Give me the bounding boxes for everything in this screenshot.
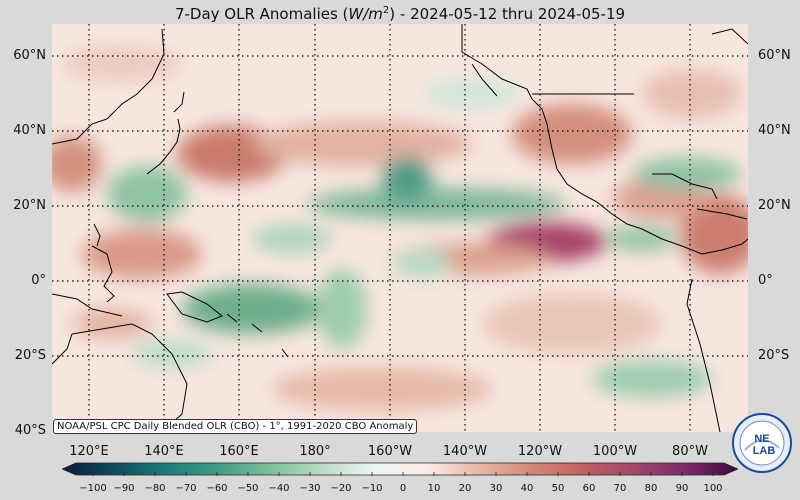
colorbar-tick-label: 40 bbox=[520, 483, 534, 494]
colorbar bbox=[62, 462, 738, 476]
title-unit-exponent: 2 bbox=[382, 5, 390, 16]
colorbar-tick-label: 90 bbox=[675, 483, 689, 494]
colorbar-tick-label: −10 bbox=[361, 483, 383, 494]
lon-label-140e: 140°E bbox=[144, 444, 184, 459]
colorbar-tick-label: 10 bbox=[427, 483, 441, 494]
olr-anomaly-map bbox=[52, 24, 748, 432]
chart-title: 7-Day OLR Anomalies (W/m2) - 2024-05-12 … bbox=[0, 0, 800, 23]
lon-label-140w: 140°W bbox=[442, 444, 488, 459]
lat-label-right-0: 0° bbox=[758, 273, 773, 288]
data-source-credit: NOAA/PSL CPC Daily Blended OLR (CBO) - 1… bbox=[53, 419, 418, 434]
colorbar-tick-label: 80 bbox=[644, 483, 658, 494]
colorbar-tick-label: 0 bbox=[399, 483, 407, 494]
colorbar-tick-label: 70 bbox=[613, 483, 627, 494]
title-prefix: 7-Day OLR Anomalies ( bbox=[174, 5, 349, 23]
colorbar-tick-label: −50 bbox=[237, 483, 259, 494]
lon-label-180: 180° bbox=[299, 444, 331, 459]
lat-label-left-40n: 40°N bbox=[13, 123, 46, 138]
lat-label-right-20s: 20°S bbox=[758, 348, 790, 363]
logo-text-bottom: LAB bbox=[753, 445, 776, 457]
colorbar-tick-label: −20 bbox=[330, 483, 352, 494]
lat-label-left-20n: 20°N bbox=[13, 198, 46, 213]
lat-label-left-60n: 60°N bbox=[13, 48, 46, 63]
lat-label-left-40s: 40°S bbox=[14, 423, 46, 438]
nexlab-logo: NE LAB bbox=[732, 413, 792, 473]
lon-label-160w: 160°W bbox=[367, 444, 413, 459]
anomaly-field bbox=[52, 46, 748, 411]
colorbar-tick-label: 30 bbox=[489, 483, 503, 494]
lon-label-120w: 120°W bbox=[517, 444, 563, 459]
lon-label-100w: 100°W bbox=[592, 444, 638, 459]
colorbar-tick-label: −60 bbox=[206, 483, 228, 494]
lon-label-160e: 160°E bbox=[219, 444, 259, 459]
colorbar-tick-label: −100 bbox=[79, 483, 107, 494]
title-unit: W/m bbox=[348, 5, 383, 23]
logo-text-top: NE bbox=[754, 433, 769, 445]
coastlines bbox=[52, 24, 748, 432]
lat-label-left-20s: 20°S bbox=[14, 348, 46, 363]
title-suffix: ) - 2024-05-12 thru 2024-05-19 bbox=[389, 5, 626, 23]
colorbar-tick-label: 20 bbox=[458, 483, 472, 494]
colorbar-tick-label: −70 bbox=[175, 483, 197, 494]
colorbar-tick-label: 60 bbox=[582, 483, 596, 494]
colorbar-tick-label: −80 bbox=[144, 483, 166, 494]
lat-label-right-20n: 20°N bbox=[758, 198, 791, 213]
lon-label-120e: 120°E bbox=[69, 444, 109, 459]
colorbar-tick-label: −30 bbox=[299, 483, 321, 494]
colorbar-tick-label: −90 bbox=[113, 483, 135, 494]
colorbar-tick-label: 100 bbox=[703, 483, 723, 494]
lat-label-left-0: 0° bbox=[31, 273, 46, 288]
lon-label-80w: 80°W bbox=[672, 444, 708, 459]
colorbar-tick-label: 50 bbox=[551, 483, 565, 494]
colorbar-tick-label: −40 bbox=[268, 483, 290, 494]
lat-lon-gridlines bbox=[52, 24, 748, 432]
colorbar-fill bbox=[62, 462, 738, 476]
lat-label-right-40n: 40°N bbox=[758, 123, 791, 138]
lat-label-right-60n: 60°N bbox=[758, 48, 791, 63]
